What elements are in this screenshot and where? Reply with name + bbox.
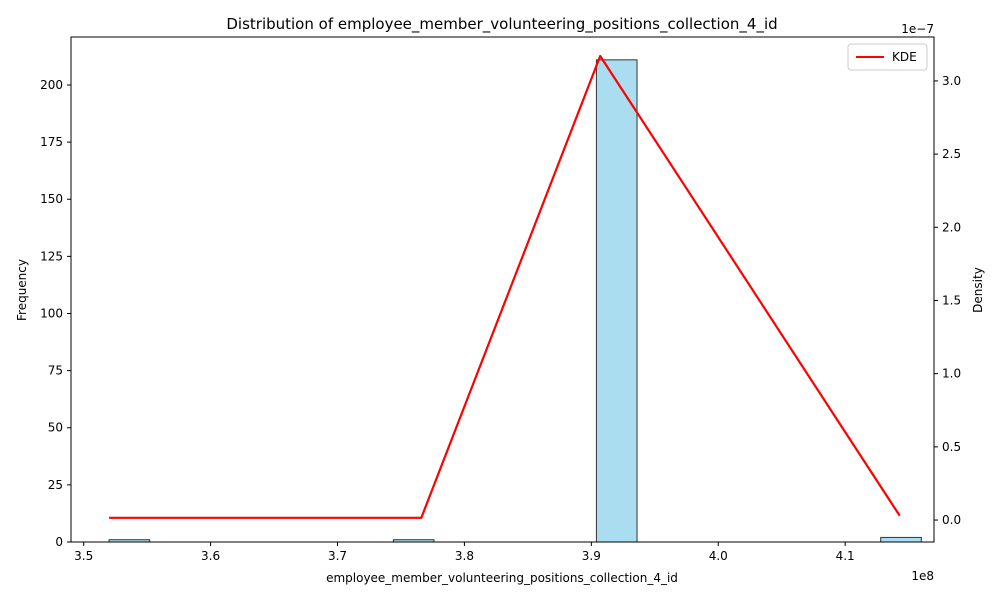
histogram-bars [108,59,922,543]
y2-offset-label: 1e−7 [901,22,934,36]
y-tick-label: 0 [55,535,63,549]
legend: KDE [847,43,928,71]
y-tick-label: 175 [40,135,63,149]
y2-tick-label: 1.0 [942,367,961,381]
x-tick-label: 3.6 [201,549,220,563]
y2-axis-ticks: 0.0 0.5 1.0 1.5 2.0 2.5 3.0 [934,74,961,527]
y2-tick-label: 3.0 [942,74,961,88]
histogram-bar [880,536,922,543]
y2-axis-label: Density [971,267,985,313]
y2-tick-label: 2.0 [942,220,961,234]
x-offset-label: 1e8 [911,569,934,583]
x-axis-ticks: 3.5 3.6 3.7 3.8 3.9 4.0 4.1 [74,542,855,563]
y2-tick-label: 2.5 [942,147,961,161]
y-tick-label: 100 [40,306,63,320]
y-tick-label: 150 [40,192,63,206]
y-tick-label: 200 [40,78,63,92]
y-tick-label: 25 [48,478,63,492]
y2-tick-label: 0.0 [942,513,961,527]
x-tick-label: 3.8 [455,549,474,563]
legend-label-kde: KDE [892,50,917,64]
y-tick-label: 50 [48,421,63,435]
x-tick-label: 4.1 [836,549,855,563]
y2-tick-label: 0.5 [942,440,961,454]
y-axis-label: Frequency [15,259,29,321]
x-tick-label: 3.5 [74,549,93,563]
x-tick-label: 3.7 [328,549,347,563]
x-tick-label: 4.0 [709,549,728,563]
y-axis-ticks: 0 25 50 75 100 125 150 175 200 [40,78,71,549]
x-axis-label: employee_member_volunteering_positions_c… [326,571,678,585]
x-tick-label: 3.9 [582,549,601,563]
y2-tick-label: 1.5 [942,293,961,307]
legend-box [847,43,928,71]
histogram-bar [595,59,638,543]
chart-title: Distribution of employee_member_voluntee… [226,15,777,34]
y-tick-label: 125 [40,249,63,263]
kde-line [109,54,901,519]
y-tick-label: 75 [48,364,63,378]
kde-layer [109,54,901,519]
plot-frame [70,36,935,543]
